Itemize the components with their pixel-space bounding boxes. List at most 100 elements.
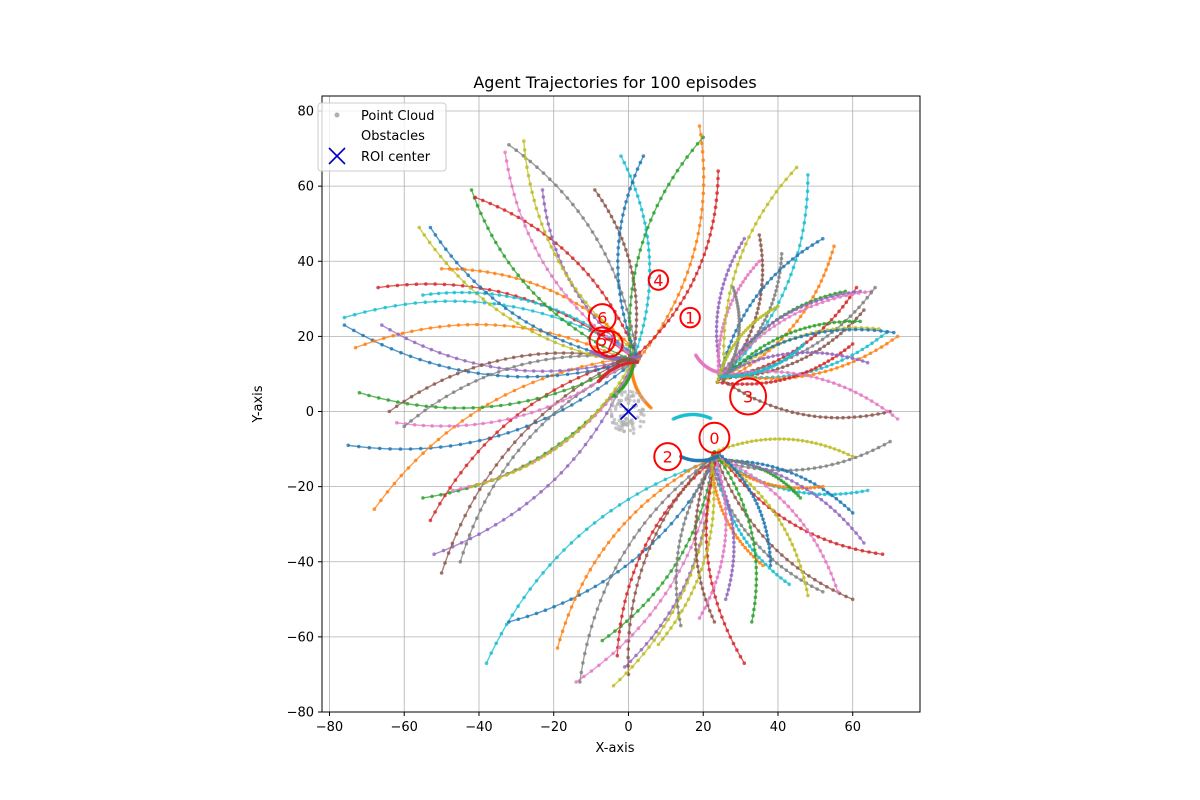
trajectory-point	[571, 202, 575, 207]
trajectory-point	[731, 285, 735, 290]
trajectory-point	[477, 407, 482, 412]
obstacle-3: 3	[729, 377, 768, 416]
trajectory-point	[792, 486, 797, 490]
trajectory-point	[428, 444, 433, 449]
trajectory-point	[720, 325, 725, 330]
trajectory-point	[776, 304, 780, 309]
trajectory-point	[432, 552, 436, 556]
trajectory-point	[880, 406, 884, 410]
trajectory-point	[787, 376, 792, 380]
trajectory-point	[819, 297, 824, 302]
trajectory-point	[568, 342, 573, 346]
trajectory-point	[708, 416, 713, 421]
trajectory-point	[544, 394, 548, 399]
trajectory-point	[578, 324, 582, 329]
trajectory-point	[647, 255, 652, 259]
trajectory-point	[707, 596, 712, 600]
trajectory-point	[593, 584, 598, 589]
trajectory-point	[876, 412, 880, 416]
trajectory-point	[793, 312, 797, 316]
trajectory-point	[676, 292, 681, 297]
trajectory-point	[740, 542, 745, 547]
trajectory-point	[421, 451, 425, 456]
trajectory-point	[739, 523, 744, 528]
trajectory-point	[754, 294, 759, 298]
trajectory-point	[643, 543, 648, 547]
trajectory-point	[796, 558, 801, 563]
trajectory-point	[724, 517, 728, 522]
trajectory-point	[759, 248, 764, 253]
trajectory-point	[514, 148, 518, 152]
trajectory-point	[395, 421, 399, 425]
trajectory-point	[782, 377, 787, 382]
trajectory-point	[620, 323, 625, 328]
trajectory-point	[797, 490, 801, 494]
trajectory-point	[863, 290, 867, 295]
trajectory-point	[631, 358, 635, 363]
trajectory-point	[696, 503, 700, 508]
trajectory-point	[625, 307, 629, 312]
obstacle-0: 0	[698, 421, 731, 454]
point-cloud-point	[623, 390, 627, 394]
trajectory-point	[553, 402, 557, 406]
trajectory-point	[380, 342, 384, 347]
trajectory-point	[488, 201, 493, 206]
trajectory-point	[639, 647, 644, 652]
trajectory-point	[363, 342, 367, 347]
trajectory-point	[711, 453, 715, 457]
trajectory-point	[718, 296, 722, 300]
trajectory-point	[430, 494, 434, 499]
trajectory-point	[644, 642, 649, 646]
trajectory-point	[733, 514, 737, 518]
trajectory-point	[751, 536, 755, 541]
trajectory-point	[854, 490, 859, 495]
trajectory-point	[719, 291, 723, 296]
trajectory-point	[703, 472, 707, 477]
trajectory-point	[799, 578, 803, 582]
trajectory-point	[636, 255, 641, 260]
trajectory-point	[554, 312, 559, 317]
trajectory-point	[773, 379, 778, 384]
trajectory-point	[562, 548, 566, 552]
trajectory-point	[710, 614, 714, 619]
trajectory-point	[820, 337, 825, 342]
trajectory-point	[815, 350, 820, 355]
trajectory-point	[478, 508, 483, 512]
trajectory-point	[479, 211, 483, 216]
trajectory-point	[701, 158, 705, 162]
trajectory-point	[766, 541, 771, 546]
trajectory-point	[768, 403, 773, 408]
trajectory-point	[731, 358, 735, 363]
trajectory-point	[723, 477, 728, 481]
trajectory-point	[726, 268, 731, 273]
trajectory-point	[808, 486, 813, 490]
trajectory-point	[809, 304, 813, 309]
trajectory-point	[537, 408, 542, 412]
trajectory-point	[715, 380, 720, 385]
trajectory-point	[706, 467, 711, 472]
trajectory-point	[699, 215, 703, 220]
trajectory-point	[695, 509, 699, 513]
trajectory-point	[779, 564, 784, 569]
trajectory-point	[438, 325, 442, 329]
trajectory	[718, 236, 825, 379]
trajectory-point	[633, 288, 637, 292]
trajectory-point	[548, 177, 552, 181]
trajectory-point	[800, 344, 804, 349]
trajectory-point	[784, 177, 788, 182]
point-cloud-point	[622, 429, 626, 434]
trajectory-point	[628, 353, 633, 357]
trajectory-point	[561, 398, 565, 403]
trajectory-point	[462, 406, 466, 410]
point-cloud-point	[630, 418, 634, 422]
trajectory-point	[837, 448, 841, 453]
trajectory-point	[746, 462, 750, 467]
trajectory-point	[593, 188, 597, 192]
trajectory-point	[436, 437, 441, 442]
trajectory-point	[791, 437, 796, 442]
trajectory-point	[559, 287, 563, 291]
trajectory-point	[530, 329, 535, 334]
trajectory-point	[396, 400, 400, 404]
trajectory-point	[556, 259, 561, 264]
trajectory-point	[555, 555, 559, 560]
